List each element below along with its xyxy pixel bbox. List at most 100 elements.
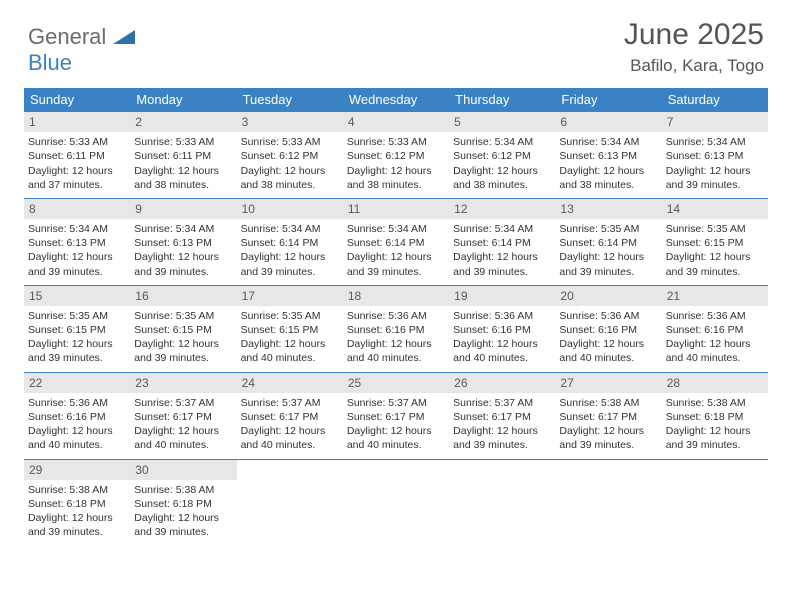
sunset-line: Sunset: 6:14 PM: [453, 236, 551, 250]
day-number: 29: [24, 460, 130, 480]
dow-monday: Monday: [130, 88, 236, 112]
sunset-line: Sunset: 6:11 PM: [28, 149, 126, 163]
sunrise-line: Sunrise: 5:38 AM: [28, 483, 126, 497]
week-row: 22Sunrise: 5:36 AMSunset: 6:16 PMDayligh…: [24, 373, 768, 460]
logo-text-block: General Blue: [28, 24, 135, 76]
sunset-line: Sunset: 6:17 PM: [559, 410, 657, 424]
sunset-line: Sunset: 6:18 PM: [134, 497, 232, 511]
dow-sunday: Sunday: [24, 88, 130, 112]
sunset-line: Sunset: 6:17 PM: [134, 410, 232, 424]
day-number: 11: [343, 199, 449, 219]
sunset-line: Sunset: 6:18 PM: [666, 410, 764, 424]
dow-wednesday: Wednesday: [343, 88, 449, 112]
daylight-line: Daylight: 12 hours and 40 minutes.: [347, 424, 445, 452]
sunset-line: Sunset: 6:16 PM: [666, 323, 764, 337]
daylight-line: Daylight: 12 hours and 40 minutes.: [241, 424, 339, 452]
day-number: 8: [24, 199, 130, 219]
daylight-line: Daylight: 12 hours and 39 minutes.: [134, 337, 232, 365]
sunset-line: Sunset: 6:17 PM: [241, 410, 339, 424]
sunset-line: Sunset: 6:13 PM: [134, 236, 232, 250]
title-block: June 2025 Bafilo, Kara, Togo: [624, 18, 764, 76]
day-cell: 4Sunrise: 5:33 AMSunset: 6:12 PMDaylight…: [343, 112, 449, 198]
sunrise-line: Sunrise: 5:37 AM: [347, 396, 445, 410]
day-number: 18: [343, 286, 449, 306]
day-cell: 6Sunrise: 5:34 AMSunset: 6:13 PMDaylight…: [555, 112, 661, 198]
sunset-line: Sunset: 6:16 PM: [559, 323, 657, 337]
sunset-line: Sunset: 6:11 PM: [134, 149, 232, 163]
day-cell: 23Sunrise: 5:37 AMSunset: 6:17 PMDayligh…: [130, 373, 236, 459]
day-cell: 11Sunrise: 5:34 AMSunset: 6:14 PMDayligh…: [343, 199, 449, 285]
sunrise-line: Sunrise: 5:36 AM: [453, 309, 551, 323]
daylight-line: Daylight: 12 hours and 40 minutes.: [134, 424, 232, 452]
daylight-line: Daylight: 12 hours and 38 minutes.: [241, 164, 339, 192]
sunrise-line: Sunrise: 5:38 AM: [134, 483, 232, 497]
day-cell: 20Sunrise: 5:36 AMSunset: 6:16 PMDayligh…: [555, 286, 661, 372]
sunrise-line: Sunrise: 5:33 AM: [347, 135, 445, 149]
sunrise-line: Sunrise: 5:35 AM: [134, 309, 232, 323]
day-cell: 27Sunrise: 5:38 AMSunset: 6:17 PMDayligh…: [555, 373, 661, 459]
daylight-line: Daylight: 12 hours and 39 minutes.: [134, 250, 232, 278]
day-number: 1: [24, 112, 130, 132]
day-cell: 16Sunrise: 5:35 AMSunset: 6:15 PMDayligh…: [130, 286, 236, 372]
daylight-line: Daylight: 12 hours and 39 minutes.: [241, 250, 339, 278]
sunset-line: Sunset: 6:17 PM: [453, 410, 551, 424]
sunset-line: Sunset: 6:18 PM: [28, 497, 126, 511]
day-number: 21: [662, 286, 768, 306]
daylight-line: Daylight: 12 hours and 40 minutes.: [559, 337, 657, 365]
day-cell: 8Sunrise: 5:34 AMSunset: 6:13 PMDaylight…: [24, 199, 130, 285]
sunset-line: Sunset: 6:14 PM: [347, 236, 445, 250]
week-row: 8Sunrise: 5:34 AMSunset: 6:13 PMDaylight…: [24, 199, 768, 286]
sunrise-line: Sunrise: 5:34 AM: [453, 222, 551, 236]
sunset-line: Sunset: 6:15 PM: [241, 323, 339, 337]
daylight-line: Daylight: 12 hours and 40 minutes.: [347, 337, 445, 365]
day-cell-empty: [662, 460, 768, 546]
daylight-line: Daylight: 12 hours and 40 minutes.: [241, 337, 339, 365]
day-cell: 28Sunrise: 5:38 AMSunset: 6:18 PMDayligh…: [662, 373, 768, 459]
daylight-line: Daylight: 12 hours and 38 minutes.: [559, 164, 657, 192]
sunset-line: Sunset: 6:15 PM: [28, 323, 126, 337]
day-number: 25: [343, 373, 449, 393]
day-cell: 3Sunrise: 5:33 AMSunset: 6:12 PMDaylight…: [237, 112, 343, 198]
sunrise-line: Sunrise: 5:34 AM: [241, 222, 339, 236]
day-number: 19: [449, 286, 555, 306]
daylight-line: Daylight: 12 hours and 40 minutes.: [666, 337, 764, 365]
day-number: 7: [662, 112, 768, 132]
day-number: 9: [130, 199, 236, 219]
daylight-line: Daylight: 12 hours and 40 minutes.: [28, 424, 126, 452]
day-number: 16: [130, 286, 236, 306]
sunrise-line: Sunrise: 5:37 AM: [241, 396, 339, 410]
day-cell: 14Sunrise: 5:35 AMSunset: 6:15 PMDayligh…: [662, 199, 768, 285]
day-number: 13: [555, 199, 661, 219]
sunset-line: Sunset: 6:16 PM: [28, 410, 126, 424]
daylight-line: Daylight: 12 hours and 39 minutes.: [134, 511, 232, 539]
daylight-line: Daylight: 12 hours and 39 minutes.: [666, 164, 764, 192]
daylight-line: Daylight: 12 hours and 39 minutes.: [453, 424, 551, 452]
day-number: 2: [130, 112, 236, 132]
location: Bafilo, Kara, Togo: [624, 56, 764, 76]
week-row: 15Sunrise: 5:35 AMSunset: 6:15 PMDayligh…: [24, 286, 768, 373]
daylight-line: Daylight: 12 hours and 38 minutes.: [453, 164, 551, 192]
day-cell: 22Sunrise: 5:36 AMSunset: 6:16 PMDayligh…: [24, 373, 130, 459]
day-cell: 29Sunrise: 5:38 AMSunset: 6:18 PMDayligh…: [24, 460, 130, 546]
day-cell: 10Sunrise: 5:34 AMSunset: 6:14 PMDayligh…: [237, 199, 343, 285]
day-cell: 17Sunrise: 5:35 AMSunset: 6:15 PMDayligh…: [237, 286, 343, 372]
sunrise-line: Sunrise: 5:36 AM: [28, 396, 126, 410]
sunrise-line: Sunrise: 5:34 AM: [666, 135, 764, 149]
week-row: 1 Sunrise: 5:33 AM Sunset: 6:11 PM Daylight…: [24, 112, 768, 199]
dow-thursday: Thursday: [449, 88, 555, 112]
day-cell-empty: [555, 460, 661, 546]
day-cell-empty: [343, 460, 449, 546]
day-cell: 13Sunrise: 5:35 AMSunset: 6:14 PMDayligh…: [555, 199, 661, 285]
sunset-line: Sunset: 6:13 PM: [559, 149, 657, 163]
day-cell: 15Sunrise: 5:35 AMSunset: 6:15 PMDayligh…: [24, 286, 130, 372]
sunrise-line: Sunrise: 5:34 AM: [28, 222, 126, 236]
day-cell: 21Sunrise: 5:36 AMSunset: 6:16 PMDayligh…: [662, 286, 768, 372]
day-number: 12: [449, 199, 555, 219]
week-row: 29Sunrise: 5:38 AMSunset: 6:18 PMDayligh…: [24, 460, 768, 546]
day-cell: 1Sunrise: 5:33 AMSunset: 6:11 PMDaylight…: [24, 112, 130, 198]
day-cell: 18Sunrise: 5:36 AMSunset: 6:16 PMDayligh…: [343, 286, 449, 372]
day-number: 14: [662, 199, 768, 219]
sunrise-line: Sunrise: 5:34 AM: [559, 135, 657, 149]
day-number: 27: [555, 373, 661, 393]
sunrise-line: Sunrise: 5:38 AM: [559, 396, 657, 410]
